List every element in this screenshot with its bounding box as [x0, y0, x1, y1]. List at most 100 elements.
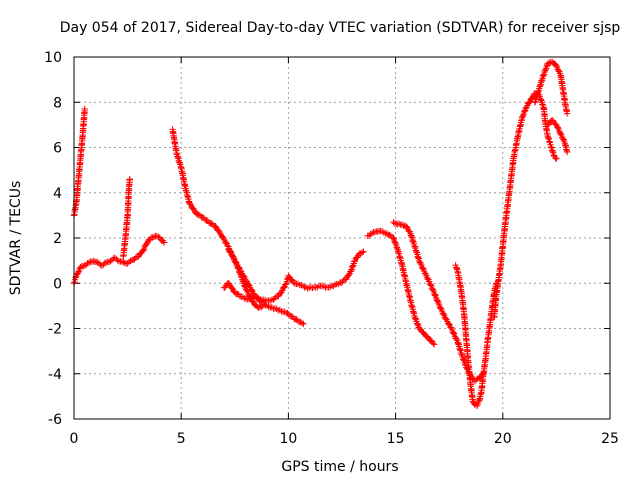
data-point [314, 284, 321, 291]
chart-title: Day 054 of 2017, Sidereal Day-to-day VTE… [60, 20, 621, 36]
data-point [245, 281, 252, 288]
data-point [539, 101, 546, 108]
data-point [111, 254, 118, 262]
data-point [229, 252, 236, 260]
data-point [552, 154, 559, 162]
data-point [101, 259, 108, 267]
data-point [142, 241, 150, 248]
data-point [126, 175, 133, 183]
data-point [121, 259, 128, 267]
data-point [434, 298, 442, 305]
data-point [298, 281, 305, 289]
x-tick-label: 10 [279, 431, 297, 447]
data-point [309, 284, 316, 292]
data-point [330, 282, 337, 290]
data-point [540, 72, 547, 79]
data-point [124, 260, 131, 267]
data-point [75, 268, 82, 276]
data-point [368, 230, 376, 237]
data-point [241, 283, 249, 290]
data-point [290, 279, 297, 286]
data-point [81, 105, 88, 113]
data-point [523, 104, 530, 111]
data-point [437, 305, 444, 312]
data-point [379, 228, 386, 235]
data-point [160, 239, 168, 246]
data-point [294, 280, 302, 287]
data-point [542, 66, 549, 74]
data-point [74, 270, 81, 277]
y-axis-label: SDTVAR / TECUs [8, 181, 24, 296]
data-point [563, 110, 571, 117]
data-point [276, 306, 284, 314]
data-point [114, 257, 121, 264]
data-point [255, 304, 262, 311]
data-point [280, 284, 288, 291]
y-tick-label: -6 [48, 412, 62, 428]
data-point [537, 96, 545, 103]
data-point [259, 302, 266, 310]
data-point [127, 257, 134, 264]
data-point [327, 283, 334, 291]
data-point [545, 134, 552, 142]
data-point [440, 310, 447, 318]
data-point [553, 155, 560, 163]
data-point [431, 291, 439, 299]
data-point [430, 341, 438, 348]
data-point [258, 303, 265, 311]
data-point [294, 317, 302, 324]
data-point [300, 320, 307, 328]
data-point [453, 265, 460, 272]
y-tick-label: 4 [53, 186, 62, 202]
data-point [90, 257, 97, 265]
data-point [228, 284, 236, 292]
data-point [239, 293, 247, 301]
data-point [266, 297, 274, 304]
data-point [434, 297, 441, 304]
y-tick-label: -4 [48, 367, 62, 383]
plot-frame [73, 56, 611, 420]
data-point [234, 264, 242, 271]
data-point [72, 274, 79, 281]
data-point [521, 107, 528, 115]
data-point [390, 218, 397, 226]
data-point [563, 148, 571, 156]
data-point [560, 136, 567, 143]
data-point [92, 258, 100, 265]
data-point [265, 303, 272, 310]
data-point [320, 282, 327, 290]
data-point [268, 304, 275, 311]
data-point [450, 329, 457, 337]
grid [74, 57, 610, 419]
y-tick-label: 2 [53, 231, 62, 247]
data-point [222, 239, 230, 246]
data-point [547, 143, 555, 151]
data-point [299, 282, 307, 290]
data-point [285, 272, 292, 280]
data-point [403, 223, 410, 230]
data-point [374, 228, 381, 235]
data-point [140, 247, 147, 254]
data-point [241, 295, 248, 302]
x-tick-label: 25 [601, 431, 619, 447]
data-point [77, 264, 84, 271]
data-point [390, 234, 397, 241]
data-point [260, 296, 267, 303]
data-point [282, 281, 289, 288]
data-point [358, 249, 366, 256]
data-point [557, 130, 564, 137]
y-tick-label: 6 [53, 141, 62, 157]
data-point [453, 335, 460, 342]
y-tick-label: -2 [48, 322, 62, 338]
data-point [360, 248, 367, 255]
data-point [424, 275, 431, 283]
ticks: 0 5 10 15 20 25 -6 -4 -2 0 2 4 6 8 10 [44, 50, 619, 447]
y-tick-label: 0 [53, 276, 62, 292]
data-point [120, 259, 127, 266]
data-point [335, 281, 342, 288]
x-tick-label: 15 [387, 431, 405, 447]
data-point [395, 220, 403, 228]
data-point [149, 234, 156, 241]
data-point [429, 339, 437, 347]
